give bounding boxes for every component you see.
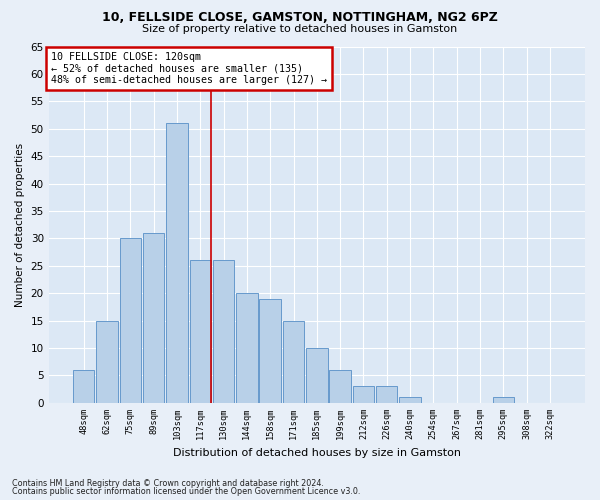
Bar: [166, 123, 188, 403]
Y-axis label: Number of detached properties: Number of detached properties: [15, 142, 25, 306]
Bar: [259, 298, 281, 403]
Bar: [119, 238, 141, 403]
Bar: [73, 370, 94, 403]
Bar: [353, 386, 374, 403]
Bar: [236, 293, 257, 403]
Bar: [376, 386, 397, 403]
Bar: [143, 233, 164, 403]
Bar: [329, 370, 351, 403]
Bar: [493, 398, 514, 403]
X-axis label: Distribution of detached houses by size in Gamston: Distribution of detached houses by size …: [173, 448, 461, 458]
Bar: [283, 320, 304, 403]
Bar: [97, 320, 118, 403]
Bar: [190, 260, 211, 403]
Bar: [213, 260, 235, 403]
Bar: [400, 398, 421, 403]
Text: Contains HM Land Registry data © Crown copyright and database right 2024.: Contains HM Land Registry data © Crown c…: [12, 478, 324, 488]
Text: 10, FELLSIDE CLOSE, GAMSTON, NOTTINGHAM, NG2 6PZ: 10, FELLSIDE CLOSE, GAMSTON, NOTTINGHAM,…: [102, 11, 498, 24]
Text: 10 FELLSIDE CLOSE: 120sqm
← 52% of detached houses are smaller (135)
48% of semi: 10 FELLSIDE CLOSE: 120sqm ← 52% of detac…: [52, 52, 328, 85]
Bar: [306, 348, 328, 403]
Text: Contains public sector information licensed under the Open Government Licence v3: Contains public sector information licen…: [12, 487, 361, 496]
Text: Size of property relative to detached houses in Gamston: Size of property relative to detached ho…: [142, 24, 458, 34]
